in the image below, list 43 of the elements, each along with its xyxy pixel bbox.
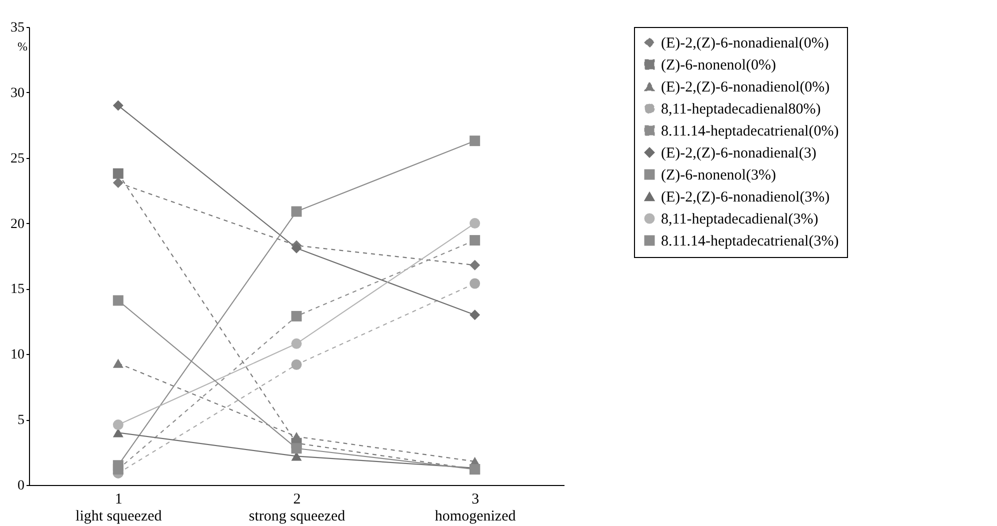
point (291, 443, 302, 454)
point (470, 235, 480, 246)
point (291, 206, 302, 217)
x-tick-label: 3 homogenized (434, 492, 516, 524)
y-tick-label: 10 (10, 348, 24, 363)
y-tick-label: 35 (10, 20, 24, 36)
y-tick-label: 20 (10, 216, 24, 232)
point (112, 177, 124, 188)
legend-label: 8,11-heptadecadienal(3%) (661, 212, 818, 228)
point (112, 460, 124, 471)
point (112, 100, 124, 111)
legend-label: 8.11.14-heptadecatrienal(0%) (661, 124, 839, 140)
y-tick-label: 0 (18, 478, 24, 494)
point (291, 242, 302, 254)
legend-label: (E)-2,(Z)-6-nonadienal(3) (661, 146, 816, 162)
point (291, 310, 302, 322)
point (112, 428, 124, 438)
point (470, 218, 480, 229)
point (112, 168, 124, 179)
point (291, 359, 302, 370)
point (291, 338, 302, 349)
legend-label: (E)-2,(Z)-6-nonadienol(0%) (661, 80, 830, 96)
y-tick-label: 15 (10, 282, 24, 298)
y-axis-title: % (18, 40, 28, 54)
legend-label: (Z)-6-nonenol(3%) (661, 168, 776, 184)
point (470, 136, 480, 146)
legend-label: 8,11-heptadecadienal80%) (661, 102, 821, 118)
point (291, 432, 302, 442)
legend-label: (E)-2,(Z)-6-nonadienol(3%) (661, 190, 830, 206)
legend-label: (E)-2,(Z)-6-nonadienal(0%) (661, 36, 829, 52)
x-tick-label: 2 strong squeezed (248, 492, 346, 524)
point (470, 310, 480, 320)
point (112, 295, 124, 306)
point (470, 260, 480, 270)
point (470, 278, 480, 289)
point (112, 358, 124, 368)
y-tick-label: 5 (18, 413, 24, 428)
x-tick-label: 1 light squeezed (76, 492, 162, 524)
legend-label: (Z)-6-nonenol(0%) (661, 58, 776, 74)
y-tick-label: 25 (10, 151, 24, 166)
point (112, 420, 124, 430)
y-tick-label: 30 (10, 86, 24, 101)
legend-label: 8.11.14-heptadecatrienal(3%) (661, 234, 839, 250)
